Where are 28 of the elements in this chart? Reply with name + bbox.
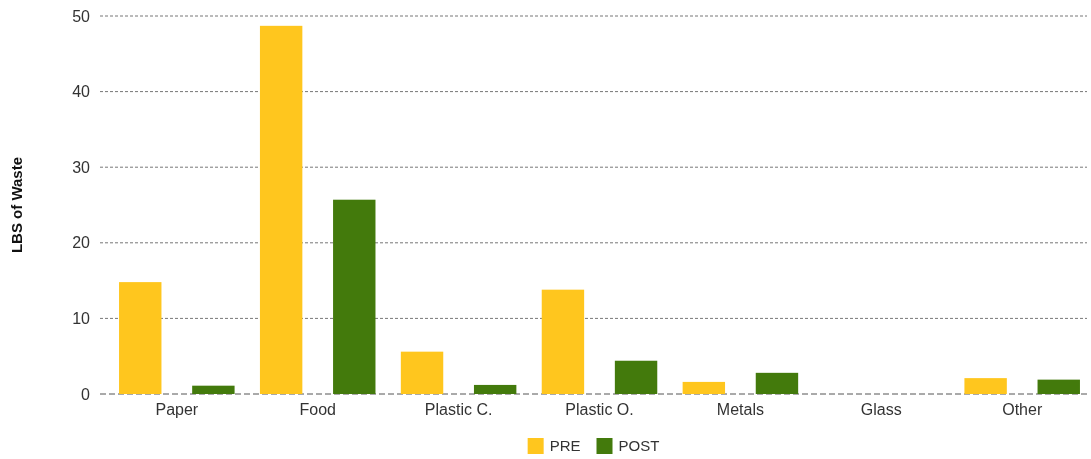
bar xyxy=(259,25,303,394)
bar xyxy=(473,384,517,394)
bar xyxy=(964,378,1007,394)
x-tick-label: Food xyxy=(299,401,336,419)
bar xyxy=(682,381,726,394)
y-tick-label: 20 xyxy=(72,234,91,252)
bar xyxy=(1037,379,1080,394)
bar xyxy=(614,360,658,394)
legend-label: PRE xyxy=(549,437,581,454)
bar xyxy=(541,289,585,394)
x-tick-label: Plastic C. xyxy=(424,401,493,419)
legend-label: POST xyxy=(618,437,660,454)
bar xyxy=(755,372,799,394)
bar xyxy=(119,282,162,394)
x-tick-label: Metals xyxy=(716,401,764,419)
y-tick-label: 40 xyxy=(72,83,91,101)
x-tick-label: Plastic O. xyxy=(565,401,634,419)
x-tick-label: Glass xyxy=(860,401,902,419)
y-tick-label: 10 xyxy=(72,310,91,328)
bar xyxy=(333,199,376,394)
y-axis-title: LBS of Waste xyxy=(8,156,25,254)
y-tick-label: 50 xyxy=(72,7,91,25)
x-tick-label: Other xyxy=(1002,401,1043,419)
x-tick-label: Paper xyxy=(155,401,199,419)
bar xyxy=(400,351,444,394)
y-tick-label: 30 xyxy=(72,158,91,176)
bar xyxy=(192,385,235,394)
y-tick-label: 0 xyxy=(81,385,91,403)
